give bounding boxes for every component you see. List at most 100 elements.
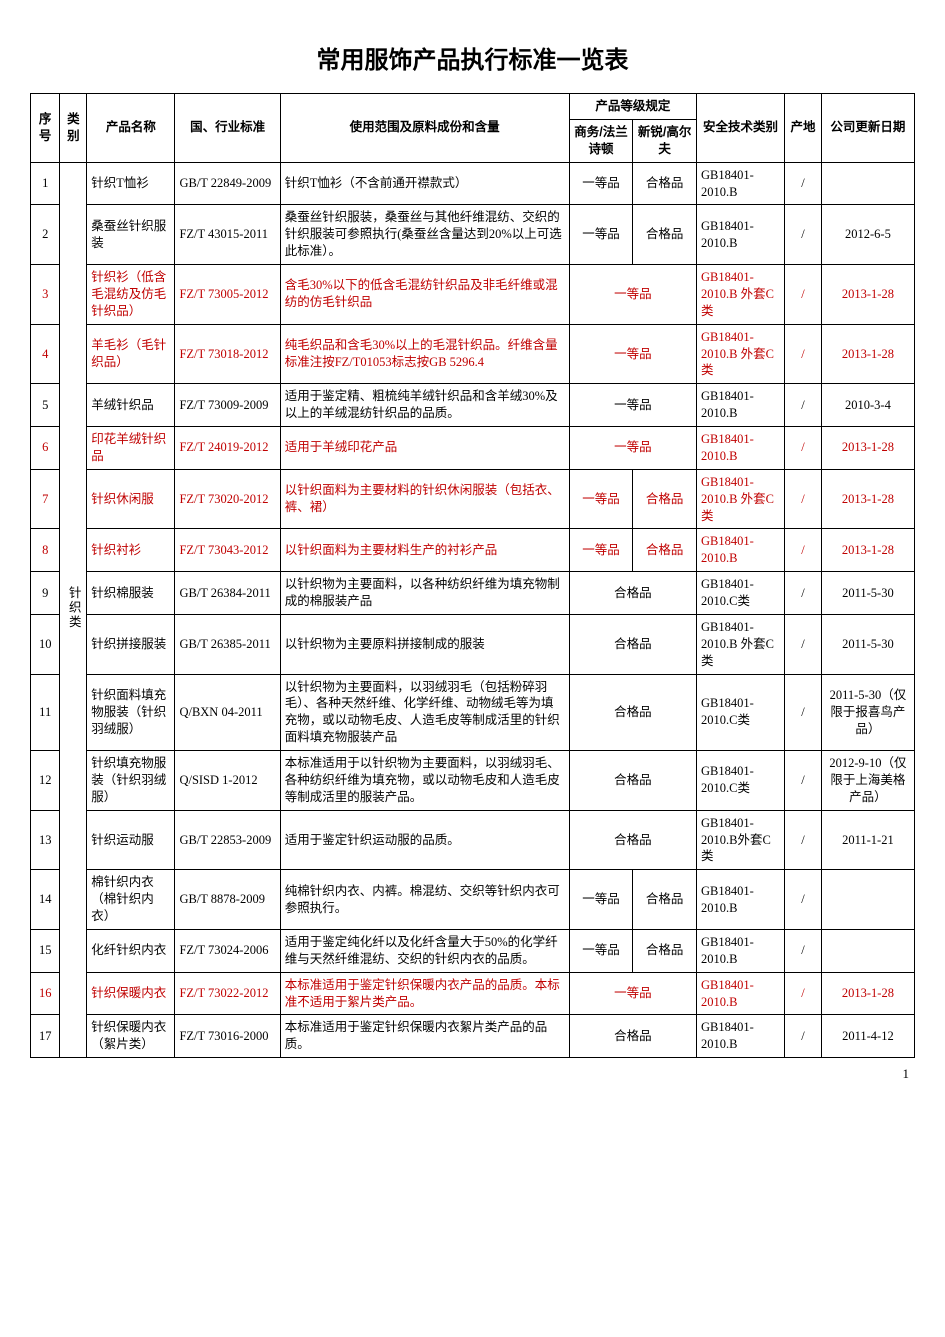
cell-standard: GB/T 26385-2011	[175, 614, 280, 674]
cell-scope: 以针织物为主要原料拼接制成的服装	[280, 614, 569, 674]
cell-safety: GB18401-2010.B 外套C类	[696, 324, 784, 384]
cell-scope: 以针织物为主要面料，以各种纺织纤维为填充物制成的棉服装产品	[280, 572, 569, 615]
header-grade-b: 新锐/高尔夫	[633, 119, 697, 162]
cell-standard: Q/BXN 04-2011	[175, 674, 280, 751]
cell-origin: /	[785, 870, 822, 930]
cell-standard: FZ/T 24019-2012	[175, 427, 280, 470]
cell-product-name: 针织棉服装	[87, 572, 175, 615]
cell-grade-merged: 一等品	[569, 427, 696, 470]
cell-grade-merged: 一等品	[569, 324, 696, 384]
table-row: 10针织拼接服装GB/T 26385-2011以针织物为主要原料拼接制成的服装合…	[31, 614, 915, 674]
cell-update-date: 2011-5-30	[821, 572, 914, 615]
header-update: 公司更新日期	[821, 94, 914, 163]
cell-safety: GB18401-2010.B	[696, 972, 784, 1015]
cell-grade-merged: 合格品	[569, 614, 696, 674]
cell-scope: 本标准适用于鉴定针织保暖内衣产品的品质。本标准不适用于絮片类产品。	[280, 972, 569, 1015]
cell-standard: FZ/T 73009-2009	[175, 384, 280, 427]
cell-update-date: 2013-1-28	[821, 324, 914, 384]
cell-category: 针织类	[60, 162, 87, 1058]
table-row: 16针织保暖内衣FZ/T 73022-2012本标准适用于鉴定针织保暖内衣产品的…	[31, 972, 915, 1015]
cell-scope: 适用于鉴定针织运动服的品质。	[280, 810, 569, 870]
cell-update-date	[821, 162, 914, 205]
cell-product-name: 棉针织内衣（棉针织内衣）	[87, 870, 175, 930]
cell-grade-merged: 一等品	[569, 972, 696, 1015]
cell-grade-merged: 一等品	[569, 384, 696, 427]
cell-seq: 13	[31, 810, 60, 870]
cell-seq: 8	[31, 529, 60, 572]
cell-update-date: 2013-1-28	[821, 529, 914, 572]
cell-seq: 17	[31, 1015, 60, 1058]
cell-scope: 含毛30%以下的低含毛混纺针织品及非毛纤维或混纺的仿毛针织品	[280, 265, 569, 325]
cell-product-name: 桑蚕丝针织服 装	[87, 205, 175, 265]
cell-seq: 15	[31, 929, 60, 972]
page-title: 常用服饰产品执行标准一览表	[30, 40, 915, 75]
table-row: 12针织填充物服装（针织羽绒服）Q/SISD 1-2012本标准适用于以针织物为…	[31, 751, 915, 811]
cell-origin: /	[785, 572, 822, 615]
cell-safety: GB18401-2010.C类	[696, 572, 784, 615]
cell-safety: GB18401-2010.B 外套C类	[696, 265, 784, 325]
cell-grade-a: 一等品	[569, 870, 633, 930]
cell-update-date: 2011-5-30	[821, 614, 914, 674]
cell-grade-b: 合格品	[633, 929, 697, 972]
header-grade-a: 商务/法兰诗顿	[569, 119, 633, 162]
cell-update-date: 2010-3-4	[821, 384, 914, 427]
cell-seq: 5	[31, 384, 60, 427]
cell-standard: GB/T 26384-2011	[175, 572, 280, 615]
cell-safety: GB18401-2010.B	[696, 1015, 784, 1058]
table-row: 4羊毛衫（毛针织品）FZ/T 73018-2012纯毛织品和含毛30%以上的毛混…	[31, 324, 915, 384]
cell-standard: FZ/T 73022-2012	[175, 972, 280, 1015]
cell-update-date: 2013-1-28	[821, 469, 914, 529]
cell-update-date: 2011-4-12	[821, 1015, 914, 1058]
cell-update-date: 2013-1-28	[821, 972, 914, 1015]
cell-safety: GB18401-2010.B 外套C类	[696, 469, 784, 529]
cell-seq: 14	[31, 870, 60, 930]
standards-table: 序号 类别 产品名称 国、行业标准 使用范围及原料成份和含量 产品等级规定 安全…	[30, 93, 915, 1058]
cell-product-name: 羊毛衫（毛针织品）	[87, 324, 175, 384]
cell-standard: GB/T 22849-2009	[175, 162, 280, 205]
cell-standard: FZ/T 73005-2012	[175, 265, 280, 325]
cell-origin: /	[785, 469, 822, 529]
cell-standard: FZ/T 43015-2011	[175, 205, 280, 265]
cell-update-date: 2013-1-28	[821, 427, 914, 470]
cell-standard: GB/T 22853-2009	[175, 810, 280, 870]
cell-origin: /	[785, 427, 822, 470]
cell-scope: 纯棉针织内衣、内裤。棉混纺、交织等针织内衣可参照执行。	[280, 870, 569, 930]
cell-safety: GB18401-2010.C类	[696, 674, 784, 751]
cell-safety: GB18401-2010.B	[696, 384, 784, 427]
cell-grade-merged: 合格品	[569, 810, 696, 870]
cell-origin: /	[785, 529, 822, 572]
table-row: 5羊绒针织品FZ/T 73009-2009适用于鉴定精、粗梳纯羊绒针织品和含羊绒…	[31, 384, 915, 427]
cell-seq: 12	[31, 751, 60, 811]
cell-product-name: 针织休闲服	[87, 469, 175, 529]
table-header: 序号 类别 产品名称 国、行业标准 使用范围及原料成份和含量 产品等级规定 安全…	[31, 94, 915, 163]
cell-origin: /	[785, 324, 822, 384]
cell-standard: GB/T 8878-2009	[175, 870, 280, 930]
cell-origin: /	[785, 810, 822, 870]
cell-origin: /	[785, 751, 822, 811]
header-scope: 使用范围及原料成份和含量	[280, 94, 569, 163]
cell-seq: 11	[31, 674, 60, 751]
cell-origin: /	[785, 384, 822, 427]
cell-scope: 适用于羊绒印花产品	[280, 427, 569, 470]
cell-seq: 7	[31, 469, 60, 529]
cell-product-name: 针织T恤衫	[87, 162, 175, 205]
table-row: 14 棉针织内衣（棉针织内衣）GB/T 8878-2009纯棉针织内衣、内裤。棉混…	[31, 870, 915, 930]
cell-update-date	[821, 929, 914, 972]
cell-standard: FZ/T 73018-2012	[175, 324, 280, 384]
page-number: 1	[30, 1066, 915, 1082]
table-row: 11针织面料填充物服装（针织羽绒服）Q/BXN 04-2011以针织物为主要面料…	[31, 674, 915, 751]
cell-update-date	[821, 870, 914, 930]
cell-product-name: 化纤针织内衣	[87, 929, 175, 972]
cell-origin: /	[785, 162, 822, 205]
cell-product-name: 针织运动服	[87, 810, 175, 870]
cell-grade-a: 一等品	[569, 469, 633, 529]
cell-safety: GB18401-2010.B	[696, 427, 784, 470]
cell-standard: FZ/T 73024-2006	[175, 929, 280, 972]
cell-seq: 16	[31, 972, 60, 1015]
cell-scope: 本标准适用于以针织物为主要面料，以羽绒羽毛、各种纺织纤维为填充物，或以动物毛皮和…	[280, 751, 569, 811]
cell-scope: 以针织面料为主要材料的针织休闲服装（包括衣、裤、裙）	[280, 469, 569, 529]
cell-scope: 以针织面料为主要材料生产的衬衫产品	[280, 529, 569, 572]
table-row: 13针织运动服GB/T 22853-2009适用于鉴定针织运动服的品质。合格品G…	[31, 810, 915, 870]
cell-origin: /	[785, 674, 822, 751]
cell-product-name: 印花羊绒针织品	[87, 427, 175, 470]
